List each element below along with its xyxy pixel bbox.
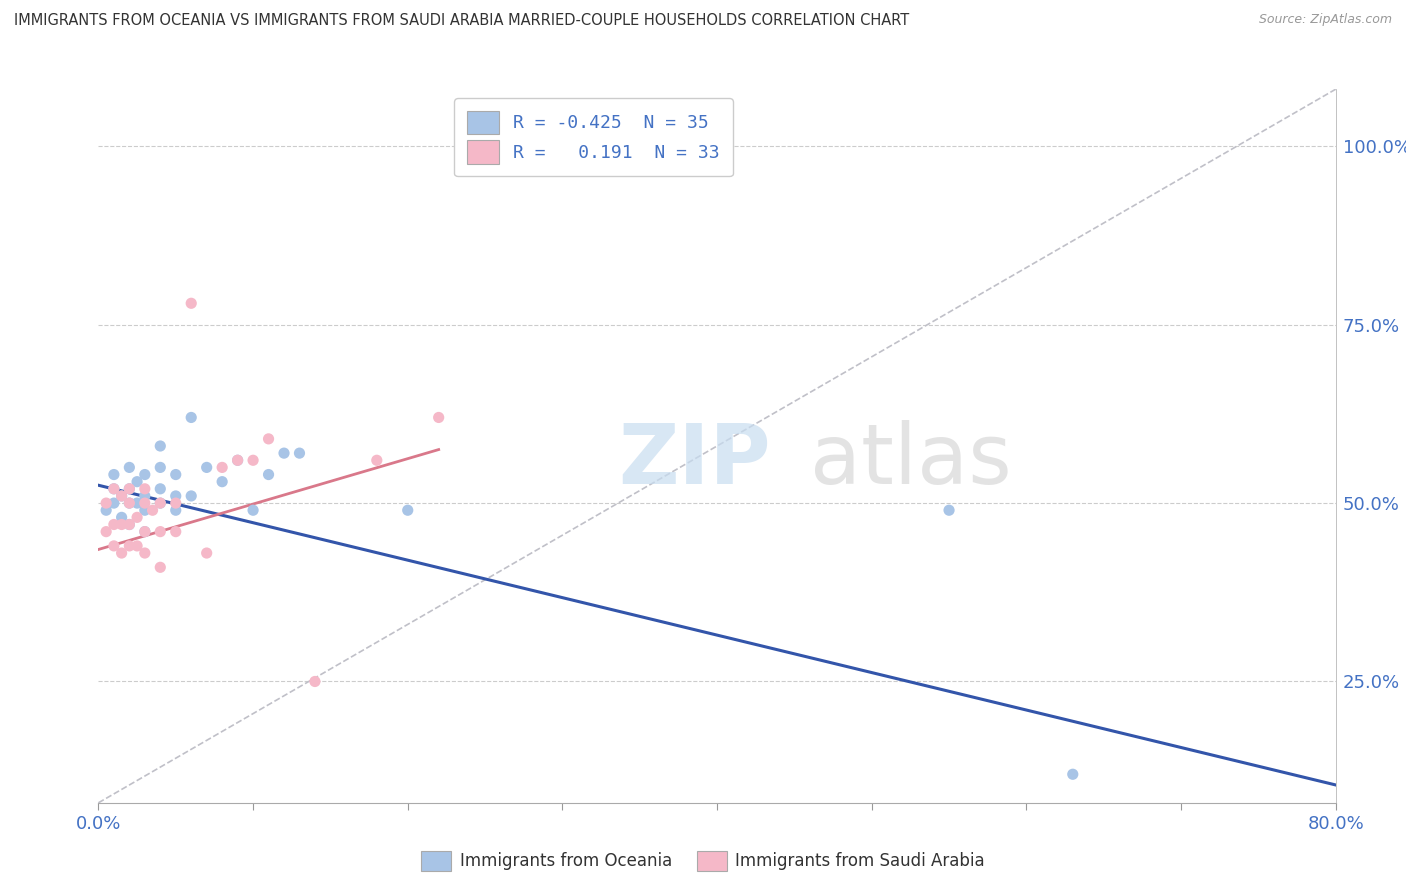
Point xyxy=(273,446,295,460)
Point xyxy=(118,539,141,553)
Point xyxy=(134,546,156,560)
Point xyxy=(938,503,960,517)
Point xyxy=(134,496,156,510)
Point xyxy=(195,460,218,475)
Point xyxy=(304,674,326,689)
Point xyxy=(165,496,187,510)
Point xyxy=(96,503,118,517)
Point xyxy=(103,482,125,496)
Point xyxy=(118,517,141,532)
Point xyxy=(257,432,280,446)
Point xyxy=(149,482,172,496)
Point xyxy=(226,453,249,467)
Point xyxy=(242,453,264,467)
Point xyxy=(127,539,149,553)
Text: Source: ZipAtlas.com: Source: ZipAtlas.com xyxy=(1258,13,1392,27)
Point xyxy=(103,467,125,482)
Point xyxy=(118,496,141,510)
Point xyxy=(127,496,149,510)
Point xyxy=(96,496,118,510)
Point xyxy=(149,496,172,510)
Point xyxy=(180,410,202,425)
Point xyxy=(149,496,172,510)
Point xyxy=(118,517,141,532)
Point xyxy=(134,524,156,539)
Point xyxy=(111,510,134,524)
Point xyxy=(118,482,141,496)
Point xyxy=(242,503,264,517)
Point xyxy=(118,496,141,510)
Point xyxy=(149,439,172,453)
Point xyxy=(142,503,165,517)
Point xyxy=(211,475,233,489)
Point xyxy=(127,475,149,489)
Point xyxy=(427,410,450,425)
Point xyxy=(366,453,388,467)
Point xyxy=(180,489,202,503)
Text: ZIP: ZIP xyxy=(619,420,770,500)
Point xyxy=(127,510,149,524)
Point xyxy=(396,503,419,517)
Point xyxy=(96,524,118,539)
Point xyxy=(134,482,156,496)
Point xyxy=(165,503,187,517)
Point xyxy=(134,467,156,482)
Point xyxy=(1062,767,1084,781)
Point xyxy=(211,460,233,475)
Legend: R = -0.425  N = 35, R =   0.191  N = 33: R = -0.425 N = 35, R = 0.191 N = 33 xyxy=(454,98,733,177)
Point xyxy=(165,524,187,539)
Point xyxy=(149,560,172,574)
Point xyxy=(180,296,202,310)
Point xyxy=(149,524,172,539)
Point xyxy=(165,467,187,482)
Point xyxy=(111,546,134,560)
Point xyxy=(118,482,141,496)
Point xyxy=(118,460,141,475)
Text: atlas: atlas xyxy=(810,420,1011,500)
Point xyxy=(134,503,156,517)
Text: IMMIGRANTS FROM OCEANIA VS IMMIGRANTS FROM SAUDI ARABIA MARRIED-COUPLE HOUSEHOLD: IMMIGRANTS FROM OCEANIA VS IMMIGRANTS FR… xyxy=(14,13,910,29)
Point xyxy=(257,467,280,482)
Point xyxy=(165,489,187,503)
Point xyxy=(195,546,218,560)
Point xyxy=(111,489,134,503)
Point xyxy=(288,446,311,460)
Point xyxy=(149,460,172,475)
Point xyxy=(103,482,125,496)
Point xyxy=(111,489,134,503)
Point xyxy=(103,496,125,510)
Point xyxy=(134,489,156,503)
Point xyxy=(103,539,125,553)
Point xyxy=(103,517,125,532)
Point xyxy=(134,524,156,539)
Point xyxy=(111,517,134,532)
Legend: Immigrants from Oceania, Immigrants from Saudi Arabia: Immigrants from Oceania, Immigrants from… xyxy=(413,842,993,880)
Point xyxy=(226,453,249,467)
